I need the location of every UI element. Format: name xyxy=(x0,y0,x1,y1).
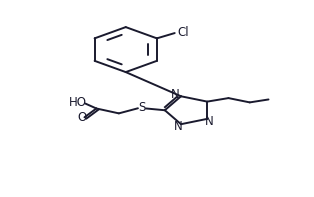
Text: N: N xyxy=(205,115,214,128)
Text: S: S xyxy=(138,101,146,114)
Text: N: N xyxy=(171,88,180,101)
Text: Cl: Cl xyxy=(177,26,188,39)
Text: HO: HO xyxy=(69,96,87,109)
Text: O: O xyxy=(77,111,87,124)
Text: N: N xyxy=(174,120,183,133)
